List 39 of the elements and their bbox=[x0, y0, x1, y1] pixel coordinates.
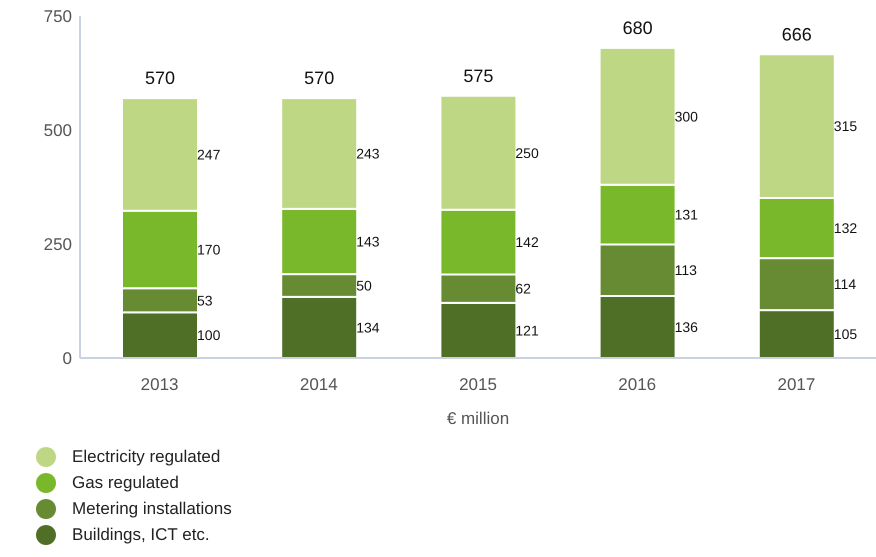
total-label: 570 bbox=[304, 68, 334, 88]
data-label: 142 bbox=[515, 234, 539, 250]
legend-label: Gas regulated bbox=[72, 473, 179, 493]
total-label: 680 bbox=[622, 18, 653, 38]
data-label: 50 bbox=[356, 277, 372, 294]
y-tick-label: 250 bbox=[44, 235, 72, 254]
data-label: 114 bbox=[834, 276, 856, 292]
x-tick-label: 2013 bbox=[140, 375, 179, 394]
x-axis-title: € million bbox=[446, 409, 510, 428]
data-label: 53 bbox=[197, 292, 213, 308]
x-tick-label: 2014 bbox=[300, 375, 338, 394]
data-label: 247 bbox=[197, 146, 221, 162]
x-tick-label: 2016 bbox=[618, 375, 656, 394]
data-label: 134 bbox=[356, 319, 380, 336]
data-label: 100 bbox=[197, 327, 221, 344]
legend-label: Metering installations bbox=[72, 499, 232, 519]
data-label: 170 bbox=[197, 241, 221, 258]
data-label: 315 bbox=[834, 118, 858, 134]
legend-label: Buildings, ICT etc. bbox=[72, 525, 210, 545]
y-tick-label: 750 bbox=[44, 7, 72, 26]
total-label: 570 bbox=[144, 68, 176, 88]
y-tick-label: 0 bbox=[62, 349, 72, 368]
x-tick-label: 2015 bbox=[459, 375, 497, 394]
data-label: 105 bbox=[834, 326, 858, 342]
y-tick-label: 500 bbox=[44, 121, 72, 140]
legend-label: Electricity regulated bbox=[72, 447, 220, 467]
data-label: 113 bbox=[674, 262, 698, 278]
total-label: 575 bbox=[463, 66, 494, 86]
total-label: 666 bbox=[782, 24, 812, 44]
data-label: 243 bbox=[356, 145, 380, 162]
data-label: 62 bbox=[515, 280, 532, 297]
data-label: 132 bbox=[834, 220, 858, 236]
data-label: 250 bbox=[515, 144, 539, 161]
data-label: 121 bbox=[515, 322, 539, 338]
data-label: 136 bbox=[674, 318, 698, 335]
x-tick-label: 2017 bbox=[777, 375, 816, 394]
data-label: 131 bbox=[674, 206, 698, 223]
data-label: 143 bbox=[356, 233, 380, 250]
data-label: 300 bbox=[674, 108, 698, 124]
